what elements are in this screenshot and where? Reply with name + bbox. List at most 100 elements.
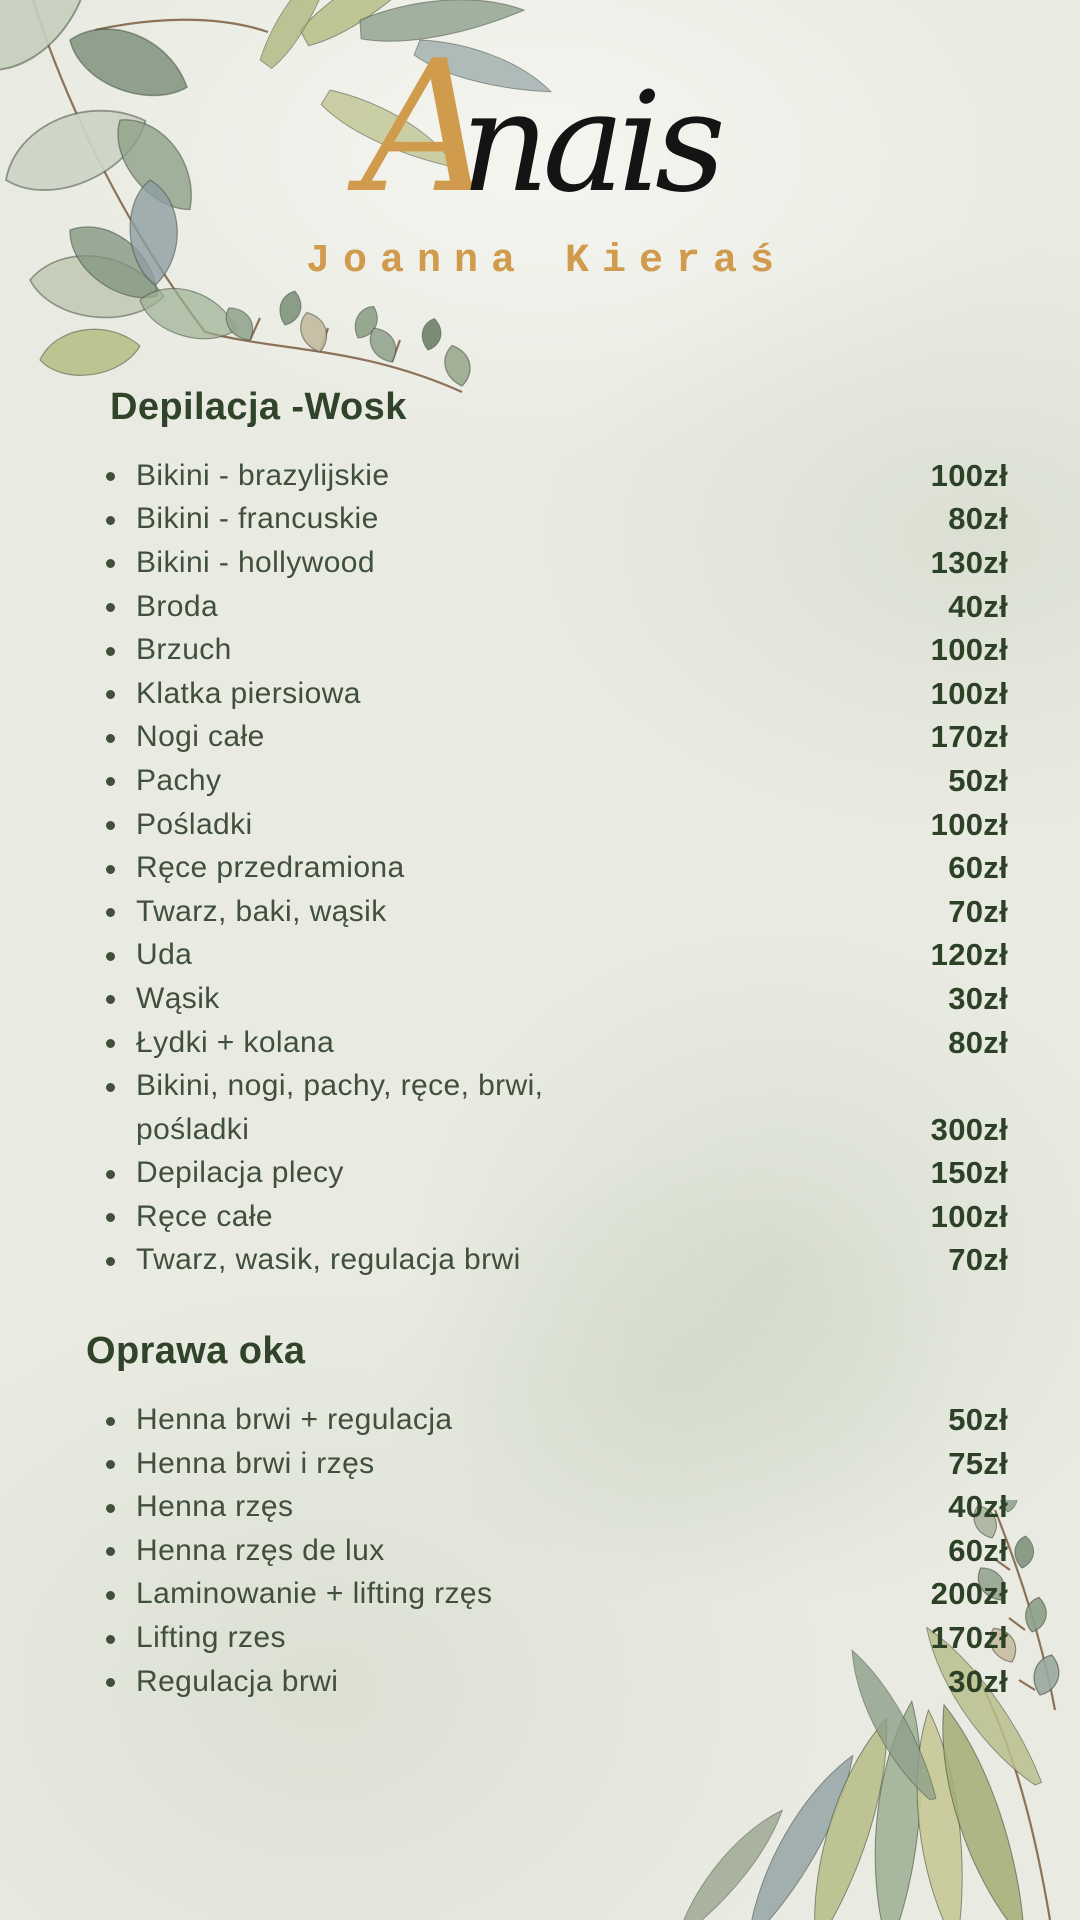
price-list-row: Łydki + kolana 80zł — [106, 1021, 1008, 1065]
bullet-icon — [106, 1634, 115, 1644]
item-label: Wąsik — [136, 981, 220, 1015]
bullet-icon — [106, 690, 115, 700]
price-list-row: Henna brwi i rzęs 75zł — [106, 1442, 1008, 1486]
item-label: Pośladki — [136, 807, 253, 841]
brand-logo: Anais — [0, 36, 1080, 225]
bullet-icon — [106, 1082, 115, 1092]
bullet-icon — [106, 1503, 115, 1513]
brand-header: Anais Joanna Kieraś — [0, 0, 1080, 284]
item-price: 70zł — [948, 893, 1008, 929]
menu-section: Oprawa oka Henna brwi + regulacja 50zł H… — [0, 1328, 1080, 1703]
item-label: Uda — [136, 938, 193, 972]
item-price: 30zł — [948, 1663, 1008, 1699]
price-list-row: Pachy 50zł — [106, 759, 1008, 803]
price-list-row: Henna brwi + regulacja 50zł — [106, 1398, 1008, 1442]
section-title: Depilacja -Wosk — [110, 386, 407, 428]
bullet-icon — [106, 908, 115, 918]
price-list: Bikini - brazylijskie 100zł Bikini - fra… — [106, 454, 1008, 1282]
item-price: 40zł — [948, 1489, 1008, 1525]
item-price: 300zł — [930, 1111, 1008, 1147]
item-label: Ręce całe — [136, 1199, 274, 1233]
item-label: Depilacja plecy — [136, 1156, 344, 1190]
item-label: Lifting rzes — [136, 1621, 286, 1655]
bullet-icon — [106, 1169, 115, 1179]
bullet-icon — [106, 1213, 115, 1223]
item-price: 75zł — [948, 1445, 1008, 1481]
menu-section: Depilacja -Wosk Bikini - brazylijskie 10… — [0, 384, 1080, 1282]
price-list-row: Wąsik 30zł — [106, 977, 1008, 1021]
price-list: Henna brwi + regulacja 50zł Henna brwi i… — [106, 1398, 1008, 1703]
item-label: Broda — [136, 589, 219, 623]
bullet-icon — [106, 603, 115, 613]
price-list-row: Henna rzęs de lux 60zł — [106, 1529, 1008, 1573]
price-list-row: Ręce przedramiona 60zł — [106, 846, 1008, 890]
item-price: 80zł — [948, 501, 1008, 537]
bullet-icon — [106, 951, 115, 961]
price-list-row: Twarz, baki, wąsik 70zł — [106, 890, 1008, 934]
price-list-row: Regulacja brwi 30zł — [106, 1660, 1008, 1704]
item-price: 30zł — [948, 980, 1008, 1016]
price-list-row: pośladki 300zł — [106, 1108, 1008, 1152]
bullet-icon — [106, 646, 115, 656]
item-label: Laminowanie + lifting rzęs — [136, 1577, 493, 1611]
price-list-row: Bikini - francuskie 80zł — [106, 498, 1008, 542]
price-list-row: Lifting rzes 170zł — [106, 1616, 1008, 1660]
price-list-row: Bikini - hollywood 130zł — [106, 541, 1008, 585]
item-label: Henna brwi + regulacja — [136, 1403, 453, 1437]
item-price: 40zł — [948, 588, 1008, 624]
item-label: pośladki — [136, 1112, 250, 1146]
item-price: 70zł — [948, 1242, 1008, 1278]
item-label: Henna rzęs — [136, 1490, 294, 1524]
item-label: Bikini, nogi, pachy, ręce, brwi, — [136, 1069, 544, 1103]
item-label: Henna rzęs de lux — [136, 1533, 385, 1567]
price-list-row: Depilacja plecy 150zł — [106, 1152, 1008, 1196]
item-label: Bikini - hollywood — [136, 545, 375, 579]
item-label: Bikini - brazylijskie — [136, 458, 390, 492]
bullet-icon — [106, 515, 115, 525]
section-title: Oprawa oka — [86, 1330, 306, 1373]
item-price: 100zł — [930, 806, 1008, 842]
logo-rest-letters: nais — [460, 62, 726, 223]
item-price: 80zł — [948, 1024, 1008, 1060]
item-label: Klatka piersiowa — [136, 676, 361, 710]
item-label: Brzuch — [136, 633, 232, 667]
bullet-icon — [106, 1039, 115, 1049]
item-label: Ręce przedramiona — [136, 851, 405, 885]
price-list-row: Brzuch 100zł — [106, 628, 1008, 672]
bullet-icon — [106, 1678, 115, 1688]
item-price: 100zł — [930, 675, 1008, 711]
price-list-row: Twarz, wasik, regulacja brwi 70zł — [106, 1239, 1008, 1283]
item-price: 50zł — [948, 1402, 1008, 1438]
price-list-row: Henna rzęs 40zł — [106, 1485, 1008, 1529]
item-price: 100zł — [930, 632, 1008, 668]
item-price: 170zł — [930, 1620, 1008, 1656]
bullet-icon — [106, 1256, 115, 1266]
item-price: 170zł — [930, 719, 1008, 755]
bullet-icon — [106, 821, 115, 831]
item-price: 200zł — [930, 1576, 1008, 1612]
bullet-icon — [106, 995, 115, 1005]
item-label: Bikini - francuskie — [136, 502, 379, 536]
price-list-row: Bikini - brazylijskie 100zł — [106, 454, 1008, 498]
bullet-icon — [106, 1460, 115, 1470]
menu: Depilacja -Wosk Bikini - brazylijskie 10… — [0, 384, 1080, 1703]
item-price: 60zł — [948, 850, 1008, 886]
price-list-row: Bikini, nogi, pachy, ręce, brwi, — [106, 1064, 1008, 1108]
item-label: Łydki + kolana — [136, 1025, 335, 1059]
bullet-icon — [106, 472, 115, 482]
price-list-row: Pośladki 100zł — [106, 803, 1008, 847]
item-price: 60zł — [948, 1532, 1008, 1568]
bullet-icon — [106, 864, 115, 874]
item-label: Twarz, baki, wąsik — [136, 894, 387, 928]
item-label: Nogi całe — [136, 720, 265, 754]
item-price: 130zł — [930, 544, 1008, 580]
price-list-row: Laminowanie + lifting rzęs 200zł — [106, 1573, 1008, 1617]
bullet-icon — [106, 1590, 115, 1600]
owner-name: Joanna Kieraś — [305, 239, 788, 284]
item-label: Henna brwi i rzęs — [136, 1446, 375, 1480]
item-price: 120zł — [930, 937, 1008, 973]
bullet-icon — [106, 1416, 115, 1426]
price-list-row: Broda 40zł — [106, 585, 1008, 629]
item-price: 100zł — [930, 1198, 1008, 1234]
